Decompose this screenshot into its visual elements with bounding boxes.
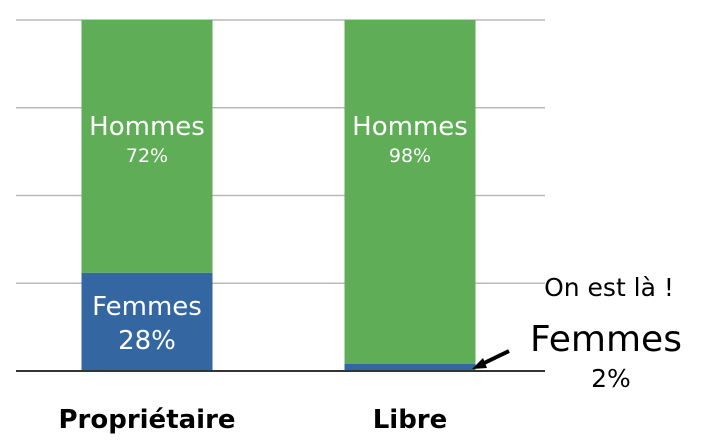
- annotation-arrowhead: [472, 358, 487, 369]
- category-labels: Propriétaire Libre: [58, 405, 447, 435]
- bar-segment-hommes-1: [81, 20, 213, 273]
- bar-segment-value-label: 72%: [126, 145, 168, 167]
- bar-segment-name-label: Femmes: [92, 292, 202, 322]
- bar-segment-name-label: Hommes: [352, 112, 468, 142]
- bar-segment-name-label: Hommes: [89, 112, 205, 142]
- annotation: On est là ! Femmes 2%: [472, 273, 682, 393]
- bar-segment-hommes-2: [344, 20, 476, 364]
- bar-segment-femmes-2: [344, 363, 476, 371]
- category-label-1: Propriétaire: [58, 405, 235, 435]
- annotation-series-label: Femmes: [530, 319, 682, 360]
- bars: Femmes 28% Hommes 72% Hommes 98%: [81, 20, 476, 371]
- annotation-callout: On est là !: [544, 273, 674, 302]
- bar-segment-femmes-1: [81, 272, 213, 371]
- bar-segment-value-label: 98%: [389, 145, 431, 167]
- category-label-2: Libre: [373, 405, 448, 435]
- annotation-value-label: 2%: [591, 364, 631, 393]
- bar-segment-value-label: 28%: [118, 326, 176, 356]
